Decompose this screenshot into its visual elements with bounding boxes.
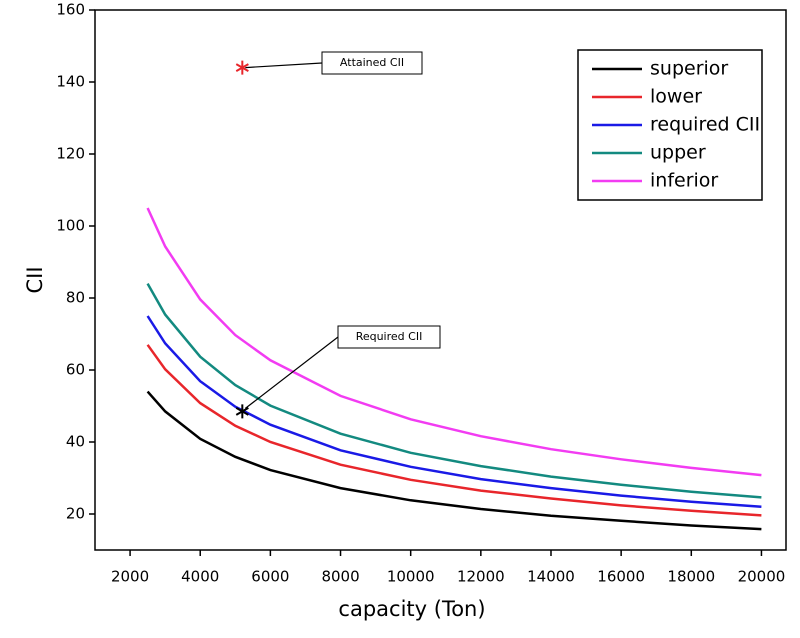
x-tick-label: 4000: [181, 568, 219, 586]
legend-label: required CII: [650, 114, 760, 136]
legend-label: superior: [650, 58, 728, 80]
x-tick-label: 16000: [597, 568, 645, 586]
y-tick-label: 20: [66, 505, 85, 523]
x-tick-label: 12000: [457, 568, 505, 586]
x-tick-label: 2000: [111, 568, 149, 586]
legend-label: inferior: [650, 170, 718, 192]
x-tick-label: 8000: [321, 568, 359, 586]
series-line: [146, 282, 762, 499]
plot-frame: [94, 9, 787, 551]
y-tick-label: 120: [56, 145, 85, 163]
annotation-arrow: [245, 62, 323, 69]
annotation-box: [321, 51, 423, 75]
series-line: [146, 207, 762, 477]
series-line: [146, 390, 762, 531]
y-tick-label: 40: [66, 433, 85, 451]
y-tick-label: 60: [66, 361, 85, 379]
y-axis-label: CII: [23, 266, 47, 293]
annotation-label: Required CII: [356, 330, 423, 343]
x-tick-label: 20000: [738, 568, 786, 586]
x-axis-label: capacity (Ton): [338, 597, 485, 621]
x-tick-label: 18000: [667, 568, 715, 586]
legend-label: lower: [650, 86, 702, 108]
annotation-label: Attained CII: [340, 56, 404, 69]
series-line: [146, 315, 762, 509]
series-line: [146, 344, 762, 517]
y-tick-label: 100: [56, 217, 85, 235]
x-tick-label: 6000: [251, 568, 289, 586]
legend-label: upper: [650, 142, 706, 164]
annotation-box: [337, 325, 441, 349]
y-tick-label: 160: [56, 1, 85, 19]
annotation-arrow: [244, 336, 339, 409]
y-tick-label: 80: [66, 289, 85, 307]
x-tick-label: 14000: [527, 568, 575, 586]
annotation-marker: [235, 404, 249, 419]
annotation-marker: [235, 60, 249, 75]
x-tick-label: 10000: [387, 568, 435, 586]
y-tick-label: 140: [56, 73, 85, 91]
